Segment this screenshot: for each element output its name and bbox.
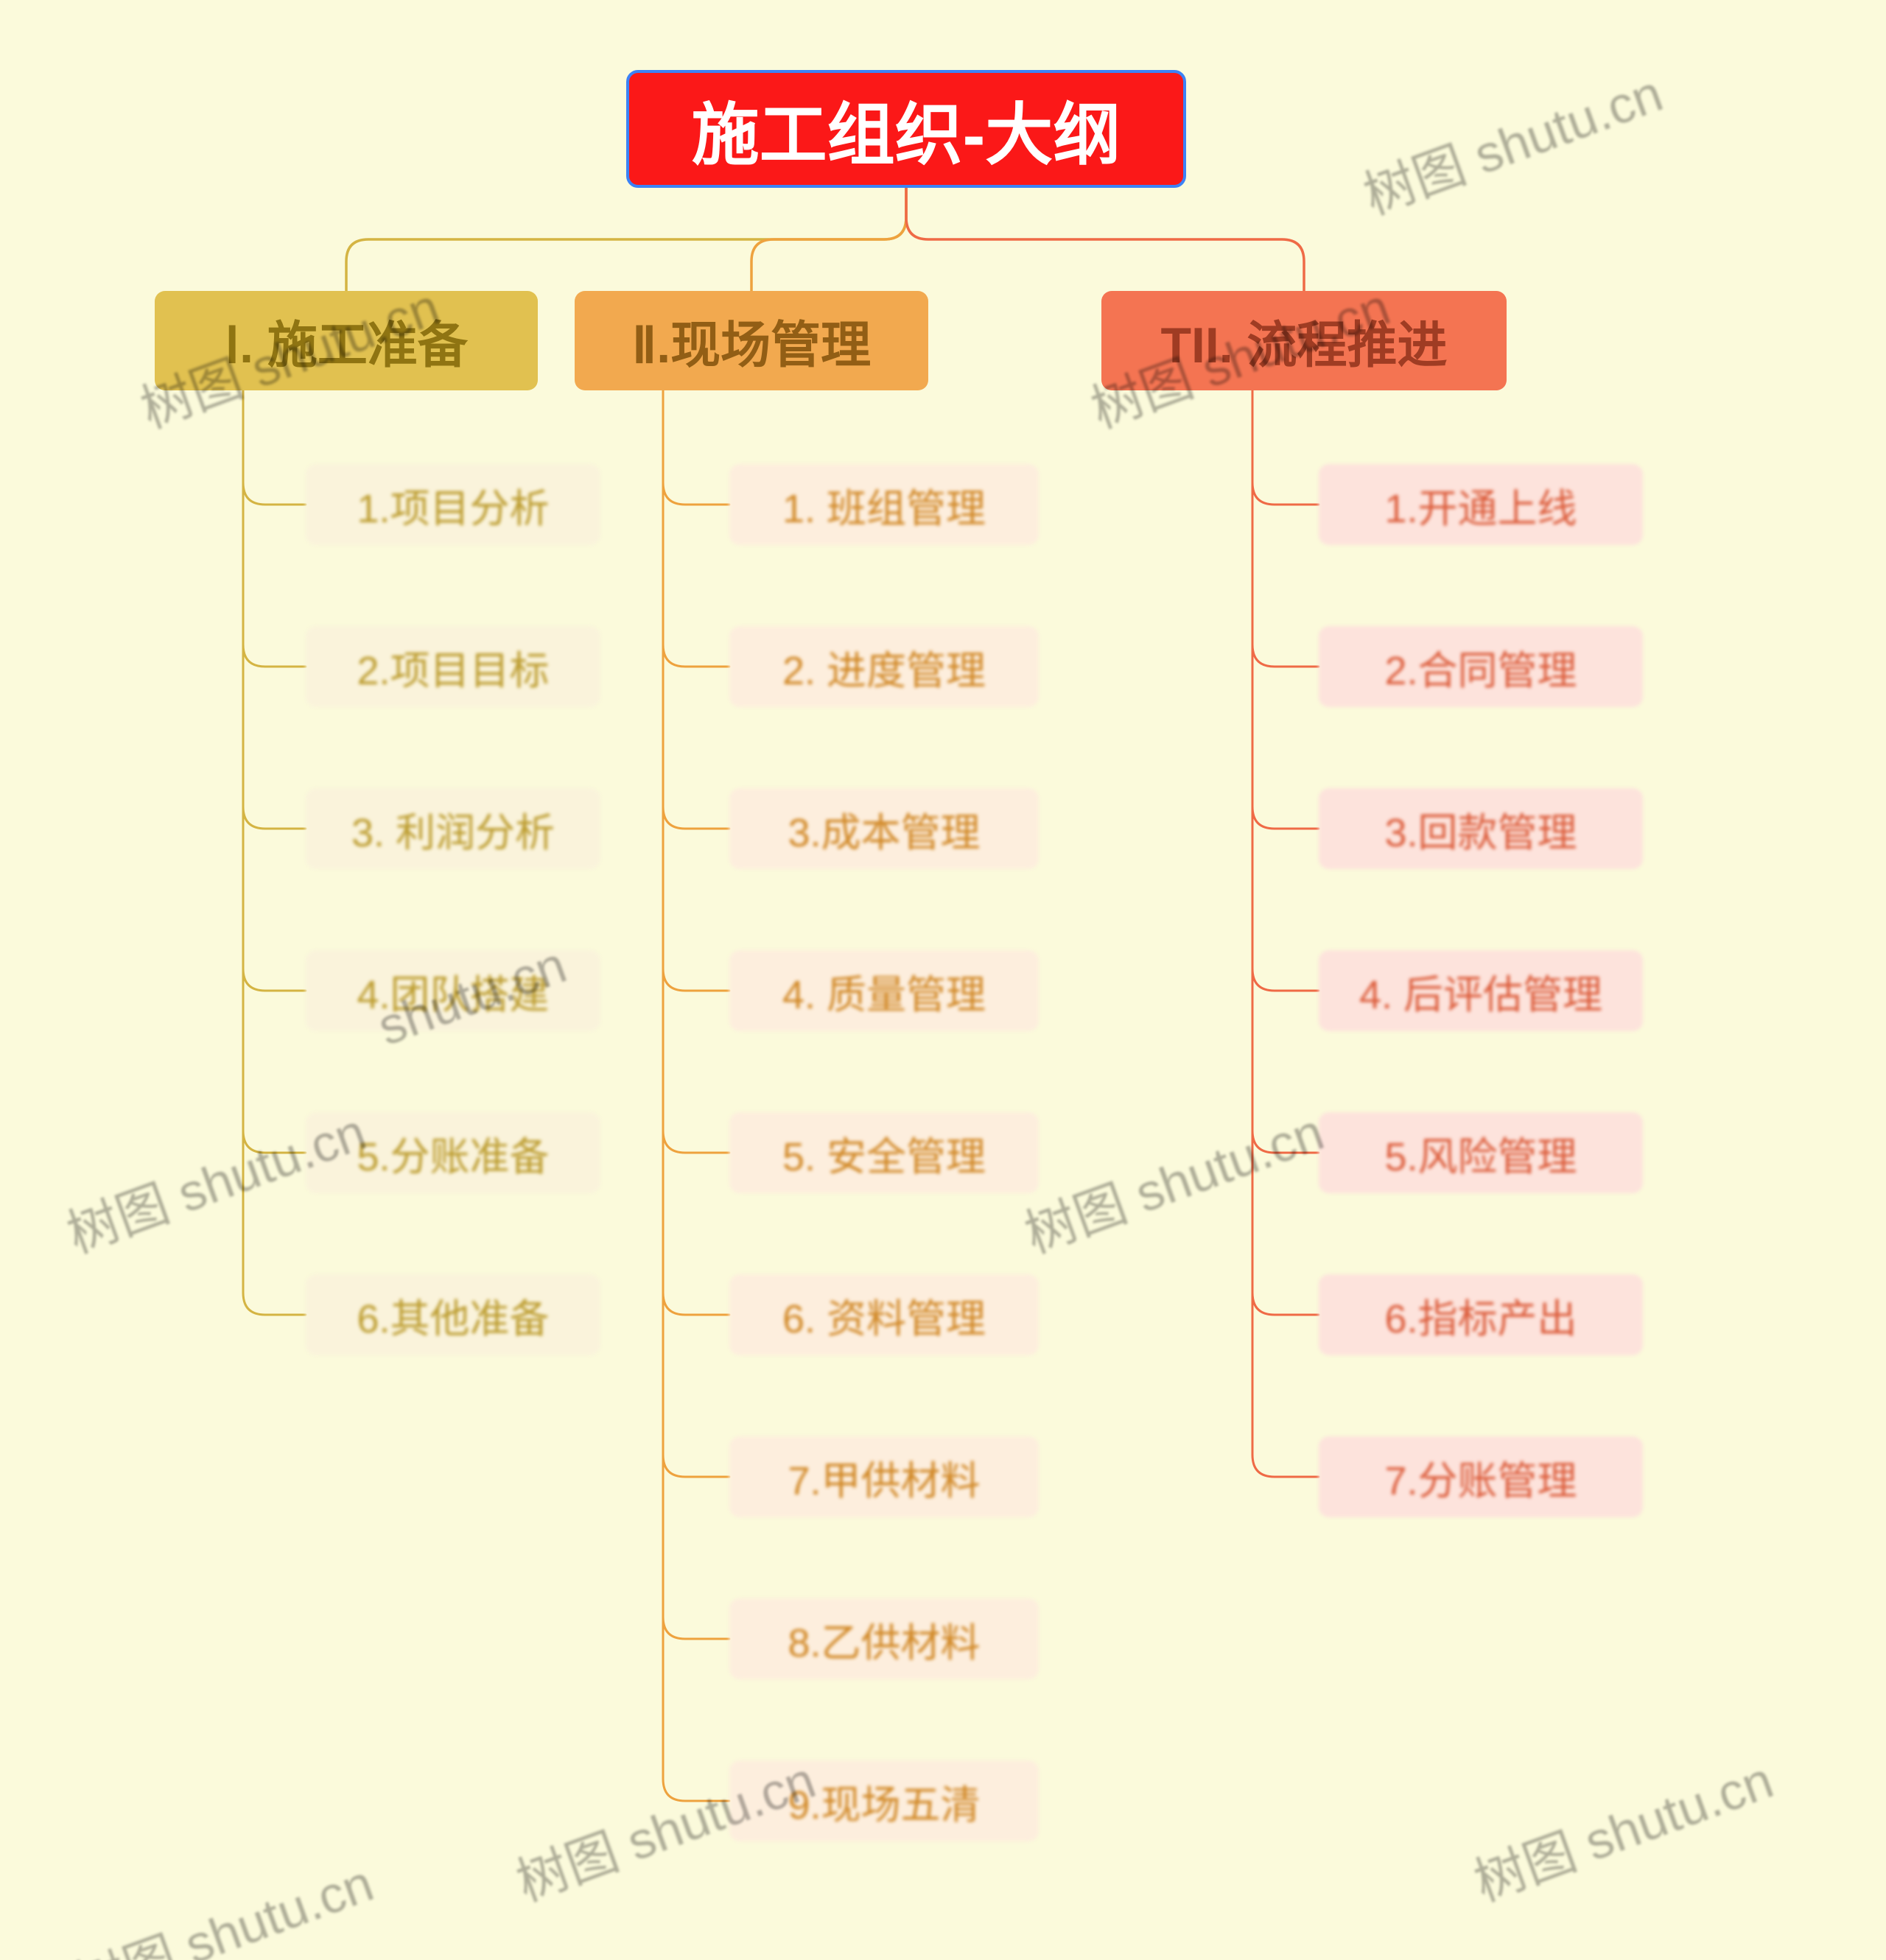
watermark: 树图 shutu.cn (1462, 1739, 1781, 1916)
leaf-node[interactable]: 4. 后评估管理 (1319, 950, 1643, 1031)
branch-node[interactable]: TII. 流程推进 (1101, 291, 1507, 390)
watermark: 树图 shutu.cn (1013, 1091, 1332, 1268)
leaf-node[interactable]: 2. 进度管理 (729, 626, 1039, 707)
leaf-node[interactable]: 6.指标产出 (1319, 1274, 1643, 1355)
leaf-node[interactable]: 3. 利润分析 (306, 788, 600, 869)
leaf-node[interactable]: 4. 质量管理 (729, 950, 1039, 1031)
leaf-node[interactable]: 9.现场五清 (729, 1760, 1039, 1841)
leaf-node[interactable]: 3.成本管理 (729, 788, 1039, 869)
leaf-node[interactable]: 7.甲供材料 (729, 1436, 1039, 1517)
leaf-node[interactable]: 2.项目目标 (306, 626, 600, 707)
leaf-node[interactable]: 8.乙供材料 (729, 1598, 1039, 1679)
branch-node[interactable]: Ⅰ. 施工准备 (155, 291, 538, 390)
leaf-node[interactable]: 3.回款管理 (1319, 788, 1643, 869)
leaf-node[interactable]: 2.合同管理 (1319, 626, 1643, 707)
leaf-node[interactable]: 5.风险管理 (1319, 1112, 1643, 1193)
leaf-node[interactable]: 5. 安全管理 (729, 1112, 1039, 1193)
mindmap-canvas: 施工组织-大纲 Ⅰ. 施工准备 1.项目分析 2.项目目标 3. 利润分析 4.团队搭建 5… (0, 0, 1886, 1960)
leaf-node[interactable]: 1.开通上线 (1319, 464, 1643, 545)
leaf-node[interactable]: 6. 资料管理 (729, 1274, 1039, 1355)
leaf-node[interactable]: 4.团队搭建 (306, 950, 600, 1031)
leaf-node[interactable]: 6.其他准备 (306, 1274, 600, 1355)
leaf-node[interactable]: 1.项目分析 (306, 464, 600, 545)
watermark: 树图 shutu.cn (63, 1842, 382, 1960)
leaf-node[interactable]: 1. 班组管理 (729, 464, 1039, 545)
branch-node[interactable]: Ⅱ.现场管理 (575, 291, 928, 390)
leaf-node[interactable]: 7.分账管理 (1319, 1436, 1643, 1517)
leaf-node[interactable]: 5.分账准备 (306, 1112, 600, 1193)
watermark: 树图 shutu.cn (1352, 52, 1671, 229)
root-node[interactable]: 施工组织-大纲 (626, 70, 1186, 188)
